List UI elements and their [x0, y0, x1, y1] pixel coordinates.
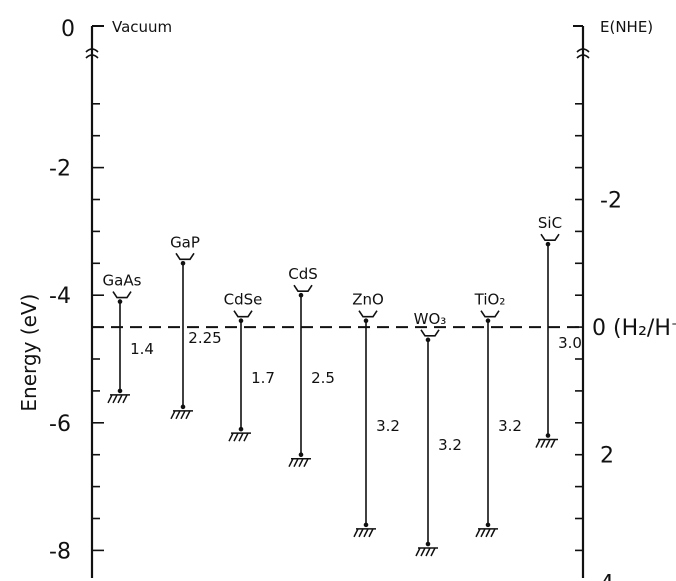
left-axis-tick-label-1: -4 [49, 284, 71, 309]
right-axis-reference-label: 0 (H₂/H⁺) [592, 316, 676, 341]
material-label-1: GaP [170, 233, 200, 251]
material-label-5: WO₃ [414, 310, 447, 328]
valence-band-hatch-7 [535, 438, 558, 448]
valence-band-point-6 [485, 522, 491, 528]
valence-band-hatch-5 [415, 547, 438, 557]
conduction-band-point-3 [298, 292, 304, 298]
conduction-band-point-0 [117, 299, 123, 304]
conduction-band-mark-2 [233, 310, 253, 318]
valence-band-hatch-2 [228, 432, 251, 442]
gap-label-3: 2.5 [311, 369, 335, 387]
valence-band-hatch-3 [288, 457, 311, 468]
material-label-7: SiC [538, 214, 562, 232]
right-axis-title: E(NHE) [600, 18, 653, 36]
valence-band-point-0 [117, 388, 123, 394]
left-axis-break [85, 48, 99, 59]
valence-band-point-7 [545, 433, 551, 438]
conduction-band-mark-6 [480, 310, 500, 318]
left-axis-title: Energy (eV) [17, 294, 41, 412]
left-axis-tick-label-3: -8 [49, 539, 71, 564]
material-label-4: ZnO [352, 291, 384, 309]
valence-band-hatch-4 [353, 528, 376, 538]
valence-band-point-5 [425, 541, 431, 547]
material-label-0: GaAs [103, 272, 142, 290]
conduction-band-point-5 [425, 337, 431, 343]
material-label-2: CdSe [224, 291, 263, 309]
valence-band-hatch-0 [107, 394, 130, 404]
material-label-3: CdS [288, 265, 318, 283]
valence-band-point-3 [298, 452, 304, 458]
gap-label-2: 1.7 [251, 369, 275, 387]
valence-band-point-4 [363, 522, 369, 528]
conduction-band-mark-7 [540, 233, 560, 241]
gap-label-4: 3.2 [376, 417, 400, 435]
gap-label-5: 3.2 [438, 436, 462, 454]
conduction-band-point-6 [485, 318, 491, 324]
gap-label-0: 1.4 [130, 340, 154, 358]
conduction-band-mark-4 [358, 310, 378, 318]
valence-band-hatch-6 [475, 528, 498, 538]
right-axis-tick-label-2: 2 [600, 444, 614, 469]
conduction-band-point-7 [545, 241, 551, 247]
conduction-band-mark-3 [293, 284, 313, 292]
left-axis-tick-label-2: -6 [49, 412, 71, 437]
gap-label-6: 3.2 [498, 417, 522, 435]
gap-label-1: 2.25 [188, 329, 221, 347]
conduction-band-mark-1 [175, 252, 195, 261]
conduction-band-point-4 [363, 318, 369, 324]
vacuum-label: Vacuum [112, 18, 172, 36]
left-axis-tick-label-0: -2 [49, 157, 71, 182]
conduction-band-mark-0 [112, 291, 132, 299]
valence-band-hatch-1 [170, 410, 193, 420]
left-axis-top-label: 0 [61, 17, 75, 42]
right-axis-tick-label-3: 4 [600, 571, 614, 581]
right-axis-tick-label-0: -2 [600, 189, 622, 214]
gap-label-7: 3.0 [558, 334, 582, 352]
conduction-band-point-1 [180, 261, 186, 266]
conduction-band-mark-5 [420, 329, 440, 337]
material-label-6: TiO₂ [474, 291, 506, 309]
conduction-band-point-2 [238, 318, 244, 324]
valence-band-point-2 [238, 426, 244, 432]
valence-band-point-1 [180, 404, 186, 410]
right-axis-break [576, 48, 590, 59]
